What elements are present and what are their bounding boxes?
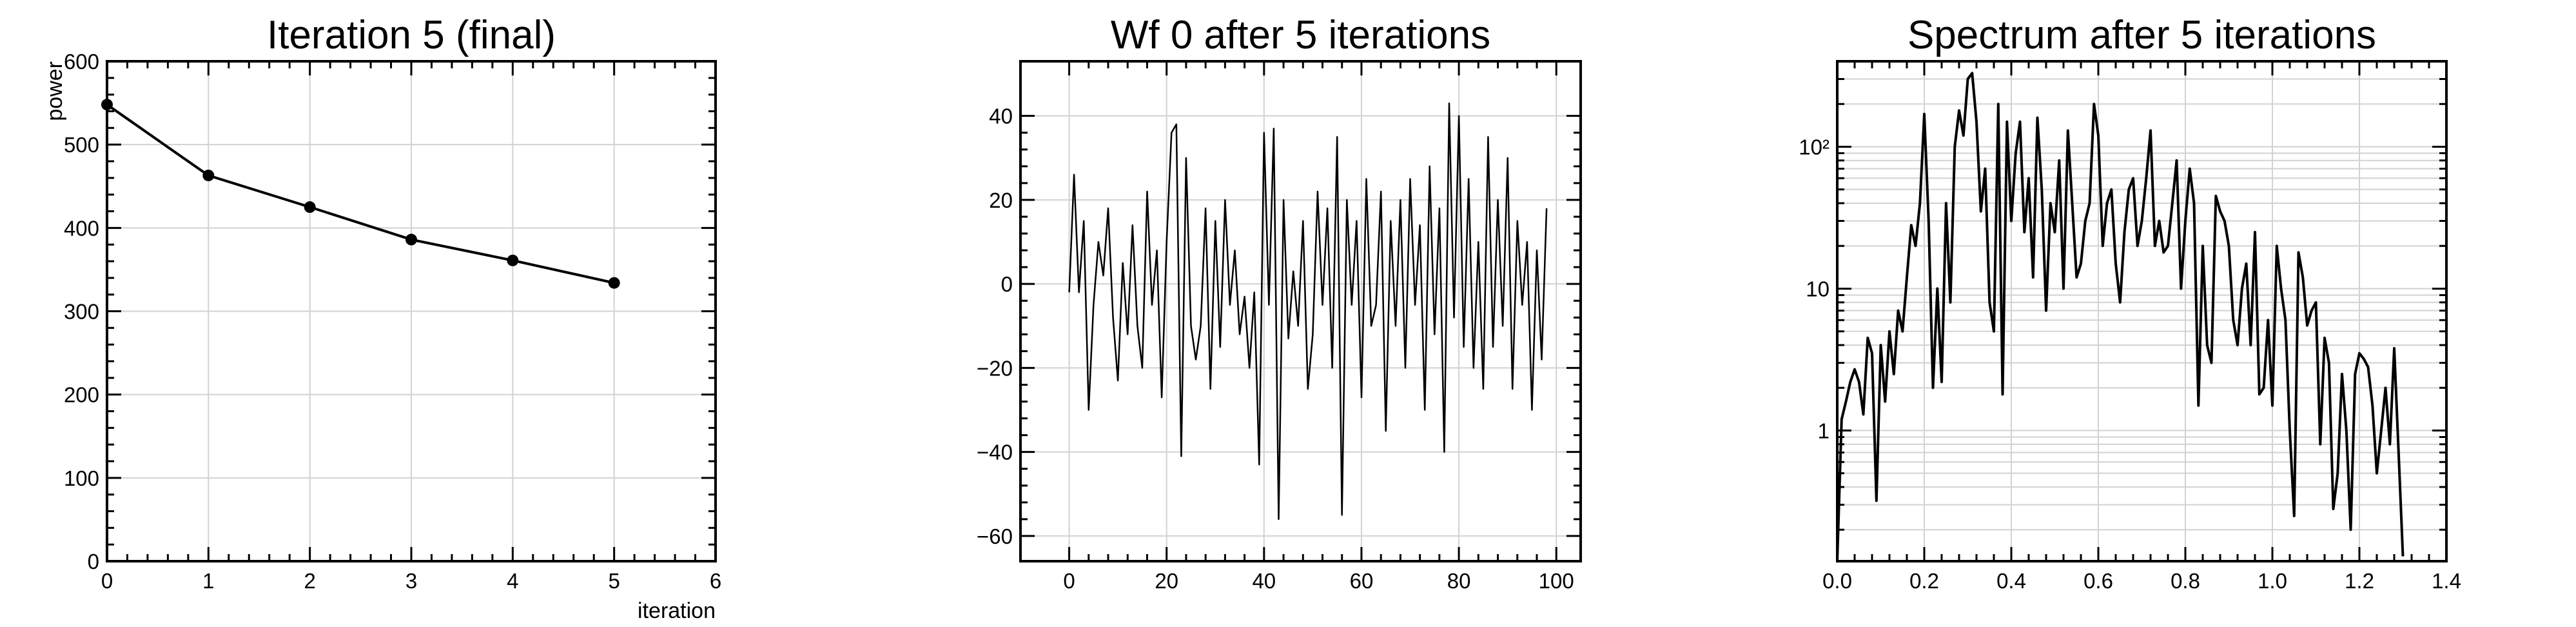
y-tick-label: 100 (64, 466, 99, 490)
x-tick-label: 60 (1350, 569, 1374, 593)
plot-frame (106, 60, 717, 562)
spectrum-chart: 0.0 0.2 0.4 0.6 0.8 1.0 1.2 1.4 1 10 10² Spectrum a… (1799, 13, 2461, 593)
x-tick-label: 5 (608, 569, 620, 593)
series-line (1068, 102, 1548, 521)
x-tick-label: 0 (1063, 569, 1075, 593)
data-point (507, 254, 519, 266)
waveform-chart: 0 20 40 60 80 100 −60 −40 −20 0 20 40 Wf 0 after 5 i… (977, 13, 1582, 593)
y-tick-label: −40 (977, 441, 1013, 464)
y-tick-label: 20 (989, 188, 1013, 212)
y-tick-label: 0 (88, 550, 99, 573)
x-tick-label: 0.2 (1909, 569, 1939, 593)
data-point (202, 169, 215, 181)
y-tick-label: 10 (1806, 277, 1830, 301)
x-tick-label: 1.2 (2345, 569, 2374, 593)
data-point (608, 277, 620, 289)
plot-frame (1019, 60, 1582, 562)
chart-title: Wf 0 after 5 iterations (1111, 13, 1490, 57)
x-tick-label: 1 (202, 569, 214, 593)
x-tick-label: 20 (1155, 569, 1178, 593)
y-tick-label: 600 (64, 50, 99, 74)
x-tick-label: 1.0 (2258, 569, 2287, 593)
y-tick-label: 300 (64, 300, 99, 324)
x-axis-label: iteration (638, 599, 716, 623)
x-tick-label: 0.6 (2083, 569, 2113, 593)
data-point (405, 234, 417, 246)
y-tick-label: 0 (1001, 272, 1013, 296)
y-tick-label: 10² (1799, 135, 1830, 159)
chart-title: Iteration 5 (final) (267, 13, 556, 57)
x-tick-label: 3 (405, 569, 417, 593)
x-tick-label: 2 (304, 569, 315, 593)
x-tick-label: 0 (101, 569, 113, 593)
y-tick-label: −20 (977, 356, 1013, 380)
x-tick-label: 1.4 (2432, 569, 2461, 593)
data-point (101, 99, 113, 111)
y-axis-label: power (43, 61, 67, 121)
plot-frame (1836, 60, 2448, 562)
data-point (304, 201, 316, 214)
x-tick-label: 0.0 (1822, 569, 1852, 593)
x-tick-label: 4 (507, 569, 518, 593)
y-tick-label: −60 (977, 524, 1013, 548)
x-tick-label: 0.8 (2171, 569, 2200, 593)
y-tick-label: 400 (64, 216, 99, 240)
series-line (1836, 72, 2405, 562)
x-tick-label: 80 (1447, 569, 1471, 593)
chart-title: Spectrum after 5 iterations (1908, 13, 2376, 57)
series-line (106, 103, 615, 284)
x-tick-label: 0.4 (1996, 569, 2026, 593)
x-tick-label: 100 (1539, 569, 1574, 593)
y-tick-label: 40 (989, 104, 1013, 128)
x-tick-label: 6 (710, 569, 721, 593)
y-tick-label: 1 (1818, 419, 1830, 443)
y-tick-label: 500 (64, 133, 99, 157)
power-vs-iteration-chart: 0 1 2 3 4 5 6 0 100 200 300 400 500 600 Iteration 5 (f… (43, 13, 721, 623)
x-tick-label: 40 (1252, 569, 1276, 593)
y-tick-label: 200 (64, 383, 99, 407)
